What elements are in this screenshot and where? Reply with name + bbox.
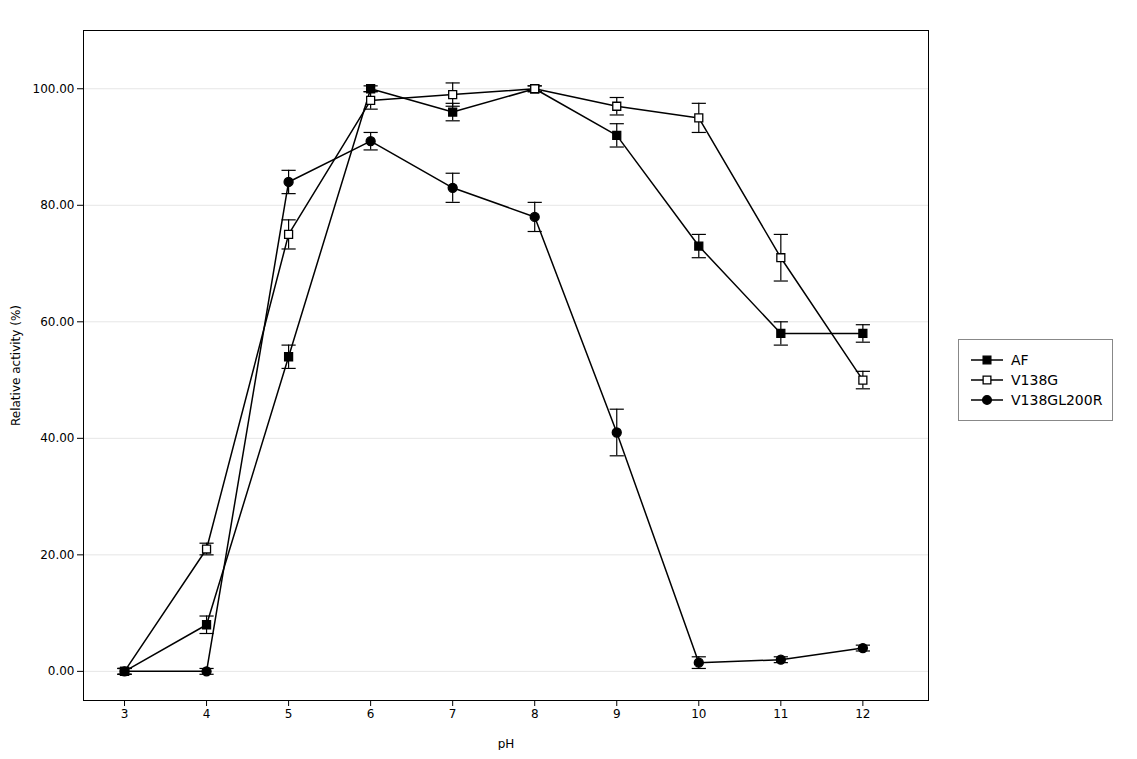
- svg-text:8: 8: [531, 707, 539, 721]
- svg-text:5: 5: [285, 707, 293, 721]
- svg-text:6: 6: [367, 707, 375, 721]
- html-text:V138G: V138G: [1011, 371, 1059, 388]
- html-text:V138GL200R: V138GL200R: [1011, 391, 1103, 408]
- svg-text:12: 12: [855, 707, 870, 721]
- html-text:AF: AF: [1011, 351, 1029, 368]
- svg-text:3: 3: [121, 707, 129, 721]
- svg-text:4: 4: [203, 707, 211, 721]
- svg-text:40.00: 40.00: [40, 431, 74, 445]
- svg-text:60.00: 60.00: [40, 314, 74, 328]
- svg-text:7: 7: [449, 707, 457, 721]
- svg-text:pH: pH: [498, 736, 515, 750]
- svg-text:9: 9: [613, 707, 621, 721]
- svg-text:Relative activity (%): Relative activity (%): [9, 304, 23, 425]
- svg-text:80.00: 80.00: [40, 198, 74, 212]
- svg-text:11: 11: [773, 707, 788, 721]
- svg-text:10: 10: [691, 707, 706, 721]
- svg-text:0.00: 0.00: [48, 664, 75, 678]
- svg-text:100.00: 100.00: [33, 81, 75, 95]
- svg-text:20.00: 20.00: [40, 547, 74, 561]
